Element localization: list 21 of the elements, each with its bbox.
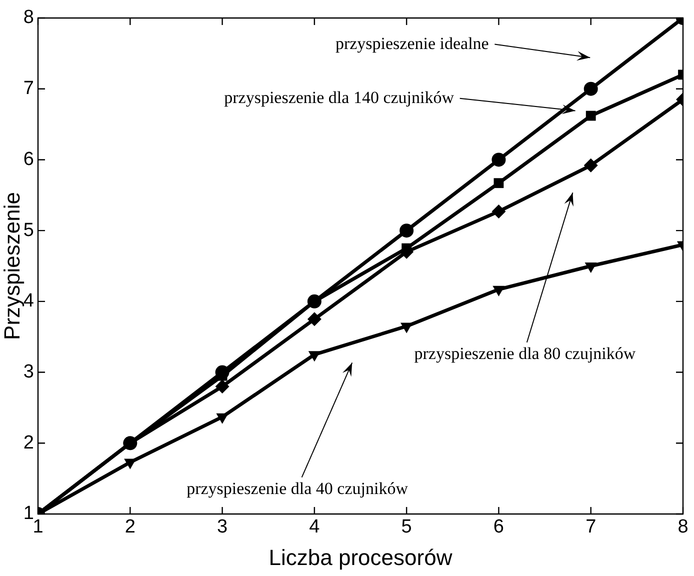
x-tick-label: 2 (124, 516, 136, 538)
x-tick-label: 7 (586, 516, 596, 538)
x-tick-label: 3 (216, 516, 228, 538)
y-tick-label: 4 (23, 290, 34, 312)
annotation: przyspieszenie dla 140 czujników (224, 88, 455, 107)
y-tick-label: 2 (23, 432, 34, 454)
y-tick-label: 7 (23, 78, 34, 100)
x-tick-label: 4 (309, 516, 320, 538)
x-axis-title: Liczba procesorów (268, 544, 452, 570)
annotation: przyspieszenie dla 80 czujników (414, 344, 636, 363)
annotation: przyspieszenie idealne (335, 34, 489, 53)
x-tick-label: 8 (678, 516, 688, 538)
y-tick-label: 1 (23, 503, 34, 524)
x-tick-label: 6 (493, 516, 504, 538)
x-tick-label: 5 (401, 516, 412, 538)
y-tick-label: 3 (23, 362, 34, 383)
y-tick-label: 5 (23, 220, 34, 241)
y-tick-label: 8 (23, 7, 34, 28)
annotation: przyspieszenie dla 40 czujników (186, 479, 409, 498)
y-tick-label: 6 (23, 148, 34, 170)
y-axis-title: Przyspieszenie (0, 192, 24, 340)
